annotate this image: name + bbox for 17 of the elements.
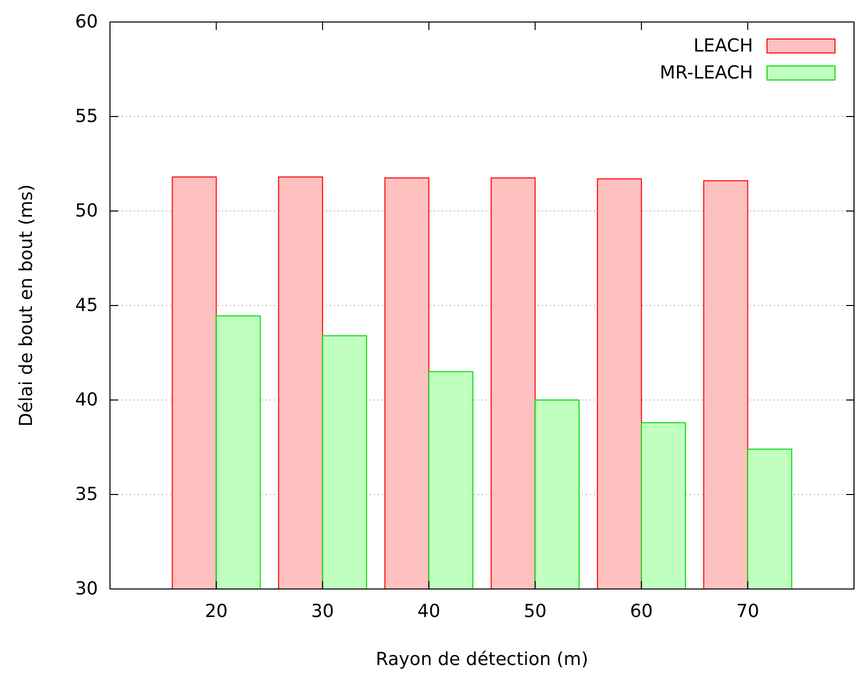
- x-tick-label: 60: [630, 601, 653, 622]
- x-tick-label: 40: [417, 601, 440, 622]
- x-tick-label: 30: [311, 601, 334, 622]
- legend-label: MR-LEACH: [660, 62, 753, 84]
- x-axis-title: Rayon de détection (m): [376, 649, 588, 670]
- legend-label: LEACH: [693, 36, 753, 56]
- y-tick-label: 60: [75, 12, 98, 32]
- y-tick-label: 50: [75, 200, 98, 222]
- x-tick-label: 70: [736, 601, 760, 622]
- y-tick-label: 30: [75, 578, 98, 600]
- x-tick-label: 50: [524, 601, 547, 622]
- y-tick-label: 40: [75, 390, 98, 410]
- y-tick-label: 35: [75, 484, 98, 505]
- y-tick-label: 45: [75, 295, 98, 316]
- x-tick-label: 20: [204, 601, 228, 622]
- y-axis-title: Délai de bout en bout (ms): [16, 184, 37, 427]
- y-tick-label: 55: [75, 106, 98, 127]
